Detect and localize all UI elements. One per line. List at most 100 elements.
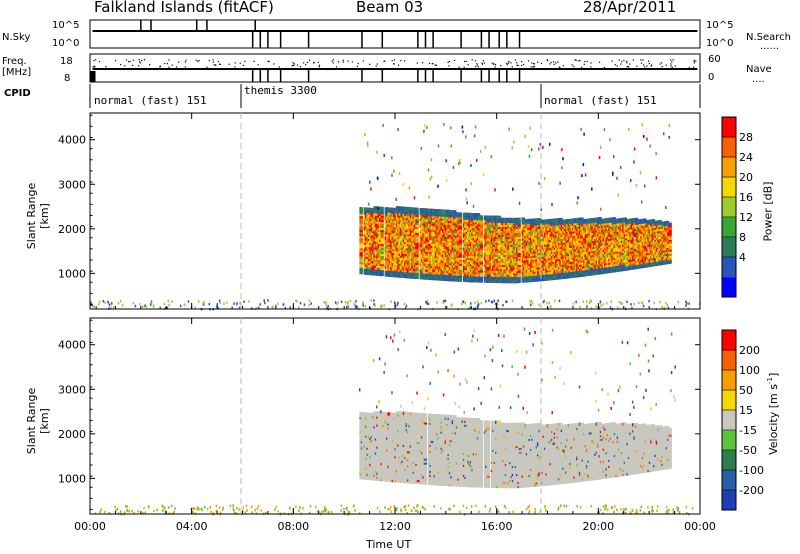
- echo-pixel: [373, 299, 375, 302]
- nave-dot: [376, 63, 378, 65]
- echo-pixel: [380, 216, 384, 221]
- echo-pixel: [415, 271, 419, 276]
- nave-dot: [234, 62, 236, 64]
- nave-dot: [313, 61, 315, 63]
- nave-dot: [491, 62, 493, 64]
- nave-dot: [244, 60, 246, 62]
- nave-dot: [620, 63, 622, 65]
- echo-pixel: [111, 302, 113, 305]
- nave-dot: [574, 59, 576, 61]
- echo-pixel: [476, 306, 479, 310]
- nave-dot: [432, 63, 434, 65]
- echo-pixel: [359, 271, 363, 275]
- echo-pixel: [467, 307, 470, 310]
- nave-dot: [506, 62, 508, 64]
- echo-pixel: [380, 218, 384, 223]
- echo-pixel: [104, 301, 106, 304]
- echo-pixel: [308, 303, 311, 307]
- nave-dot: [614, 64, 616, 66]
- nave-dot: [267, 60, 269, 62]
- nave-dot: [636, 65, 638, 67]
- nave-dot: [356, 65, 358, 68]
- echo-pixel: [415, 207, 419, 211]
- nave-dot: [660, 62, 663, 64]
- nave-dot: [533, 63, 535, 65]
- echo-pixel: [263, 299, 265, 302]
- echo-pixel: [415, 275, 419, 280]
- cpid-segment-3: normal (fast) 151: [544, 94, 657, 107]
- nave-dot: [659, 63, 661, 65]
- echo-pixel: [641, 301, 644, 305]
- echo-pixel: [432, 226, 436, 231]
- nave-dot: [208, 60, 210, 62]
- echo-pixel: [359, 217, 363, 221]
- echo-pixel: [642, 304, 645, 308]
- echo-pixel: [582, 300, 584, 303]
- echo-pixel: [380, 232, 384, 237]
- nave-dot: [477, 66, 480, 68]
- echo-pixel: [168, 303, 170, 307]
- echo-pixel: [618, 300, 621, 304]
- nave-dot: [149, 64, 151, 66]
- nave-dot: [128, 61, 130, 63]
- echo-pixel: [380, 224, 384, 229]
- echo-pixel: [425, 234, 429, 238]
- echo-pixel: [432, 240, 436, 245]
- echo-pixel: [405, 304, 408, 308]
- nave-dot: [671, 66, 673, 69]
- nave-dot: [520, 61, 523, 63]
- echo-pixel: [626, 300, 628, 304]
- echo-pixel: [93, 305, 96, 308]
- echo-pixel: [415, 263, 419, 268]
- nave-dot: [357, 62, 359, 65]
- nave-dot: [646, 65, 648, 67]
- nave-dot: [228, 63, 230, 65]
- echo-pixel: [659, 300, 661, 304]
- nave-dot: [234, 66, 236, 68]
- echo-pixel: [460, 302, 463, 306]
- nave-dot: [197, 60, 199, 62]
- echo-pixel: [425, 242, 429, 246]
- echo-pixel: [415, 269, 419, 274]
- echo-pixel: [380, 242, 384, 247]
- echo-pixel: [415, 233, 419, 237]
- echo-pixel: [415, 225, 419, 229]
- nave-dot: [184, 66, 186, 68]
- echo-pixel: [132, 301, 135, 305]
- echo-pixel: [425, 212, 429, 216]
- nave-dot: [463, 66, 465, 68]
- nave-dot: [670, 65, 672, 67]
- echo-pixel: [648, 299, 650, 303]
- echo-pixel: [491, 300, 494, 304]
- echo-pixel: [641, 301, 643, 304]
- nave-dot: [527, 60, 530, 62]
- echo-pixel: [187, 300, 190, 303]
- nave-dot: [557, 61, 559, 63]
- nave-dot: [522, 63, 525, 66]
- echo-pixel: [425, 262, 429, 266]
- nave-dot: [114, 60, 117, 62]
- nave-dot: [626, 60, 628, 63]
- echo-pixel: [617, 306, 619, 310]
- nave-dot: [303, 62, 305, 64]
- nsky-label: N.Sky: [2, 32, 31, 43]
- echo-pixel: [98, 300, 101, 304]
- echo-pixel: [609, 306, 612, 309]
- echo-pixel: [575, 300, 577, 304]
- nave-dot: [292, 64, 295, 66]
- echo-pixel: [150, 300, 153, 304]
- echo-pixel: [380, 228, 384, 233]
- echo-pixel: [432, 250, 436, 255]
- nave-dot: [253, 60, 255, 62]
- echo-pixel: [415, 265, 419, 270]
- freq-unit: [MHz]: [2, 67, 32, 78]
- echo-pixel: [496, 303, 499, 306]
- beam-title: Beam 03: [356, 0, 424, 16]
- nave-dot: [94, 66, 96, 68]
- nave-dot: [626, 65, 628, 68]
- nave-dot: [292, 62, 294, 64]
- echo-pixel: [359, 247, 363, 251]
- echo-pixel: [667, 306, 670, 310]
- nave-dot: [332, 62, 334, 64]
- echo-pixel: [120, 299, 122, 303]
